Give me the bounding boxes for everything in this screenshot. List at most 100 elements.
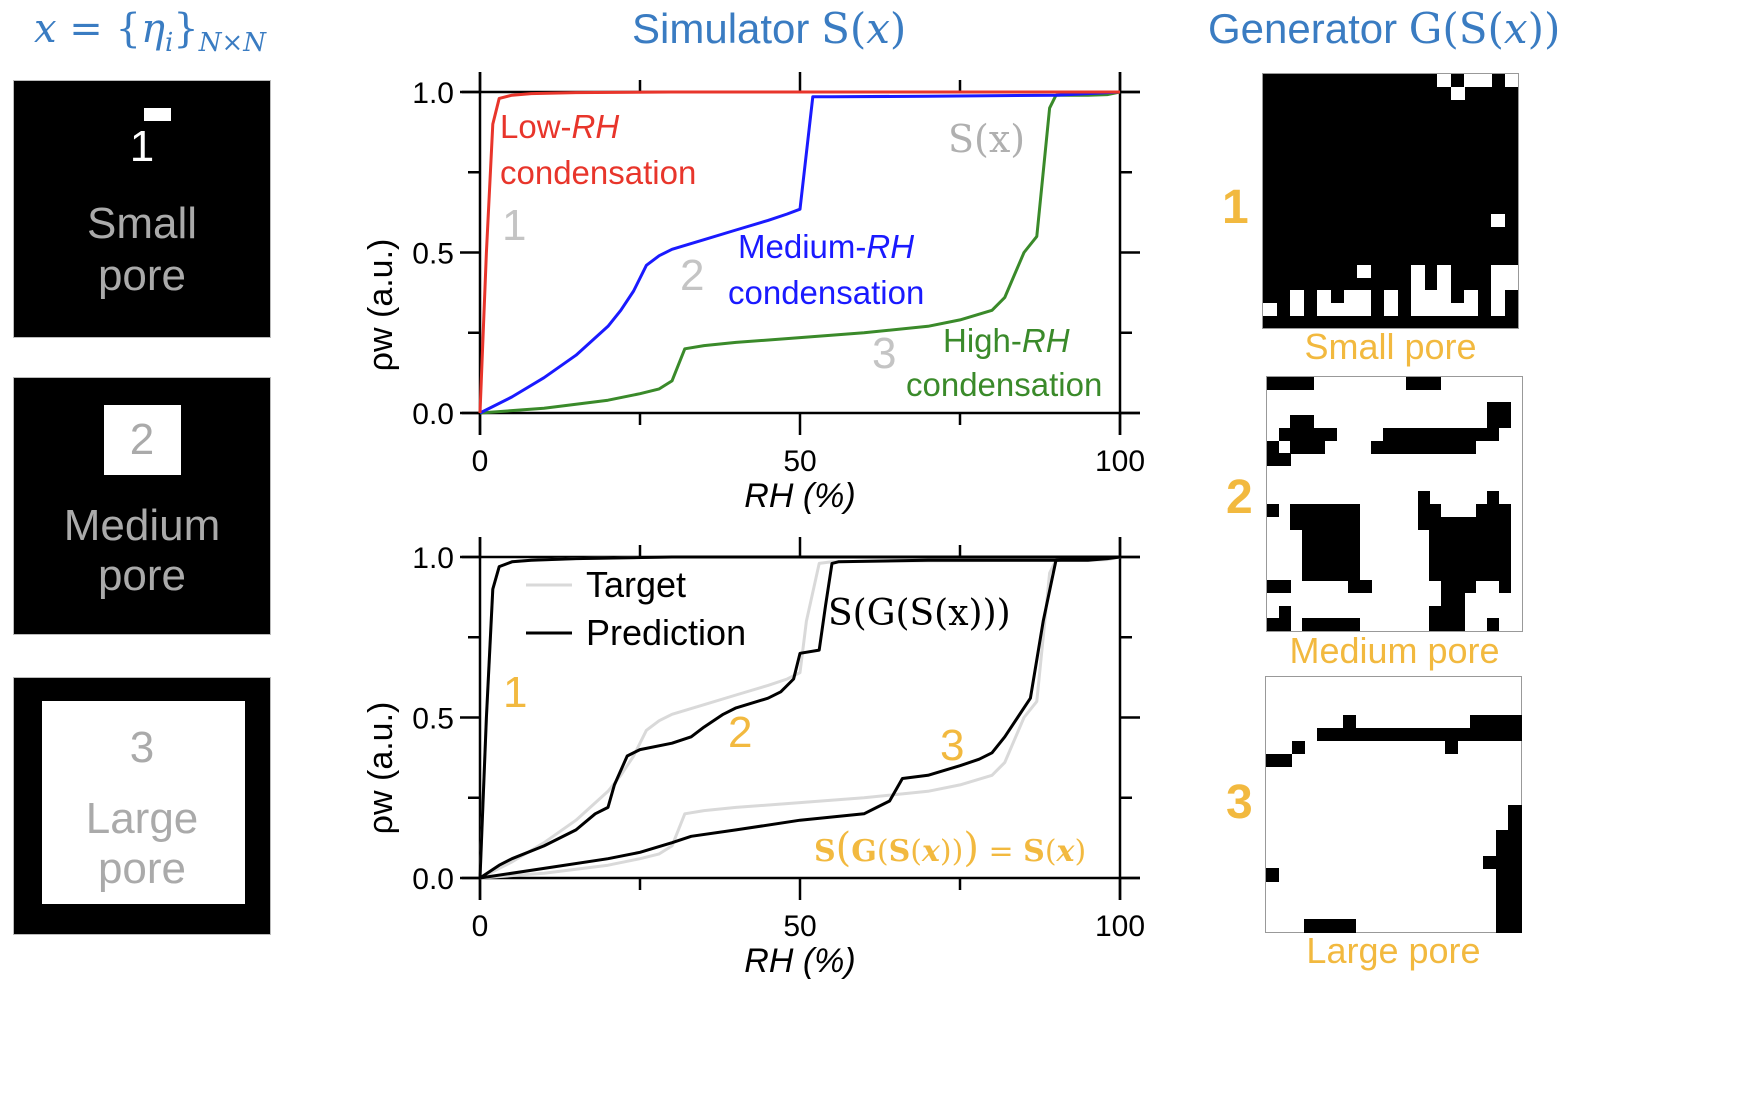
rec-pore-num-3: 3	[940, 721, 964, 770]
pore-cell	[1452, 567, 1465, 581]
pore-cell	[1383, 289, 1398, 304]
high-rh-label-1: High-RH	[943, 322, 1070, 359]
pore-cell	[1450, 86, 1465, 100]
pore-cell	[1429, 529, 1442, 543]
pore-cell	[1330, 302, 1344, 316]
pore-cell	[1290, 516, 1303, 530]
gen-caption-1: Small pore	[1304, 326, 1477, 367]
x-tick-label: 50	[783, 910, 816, 943]
input-eta: η	[140, 6, 165, 52]
pore-cell	[1495, 919, 1509, 933]
pore-cell	[1342, 715, 1356, 729]
rec-pore-num-2: 2	[728, 708, 752, 757]
pore-cell	[1440, 592, 1453, 607]
pore-cell	[1290, 415, 1303, 429]
pore-cell	[1437, 302, 1452, 316]
pore-cell	[1495, 855, 1509, 869]
pore-cell	[1498, 402, 1511, 416]
series-prediction-1	[478, 555, 1120, 879]
pore-cell	[1301, 618, 1314, 632]
pore-cell	[1495, 868, 1509, 882]
pore-cell	[1431, 728, 1445, 742]
pore-cell	[1304, 919, 1318, 933]
pore-cell	[1498, 542, 1511, 556]
pore-cell	[1437, 277, 1452, 291]
pore-cell	[1313, 516, 1326, 530]
pore-cell	[1452, 605, 1465, 619]
pore-cell	[1475, 516, 1488, 530]
large-pore-label-1: Large	[85, 794, 199, 843]
pore-cell	[1508, 919, 1522, 933]
pore-cell	[1475, 567, 1488, 581]
pore-cell	[1429, 542, 1442, 556]
y-tick-label: 0.5	[412, 238, 454, 271]
medium-pore-opening	[104, 405, 181, 475]
pore-cell	[1313, 529, 1326, 543]
pore-cell	[1410, 264, 1425, 278]
pore-cell	[1410, 302, 1425, 316]
pore-cell	[1359, 580, 1372, 594]
pore-cell	[1440, 542, 1453, 556]
y-axis-label: ρw (a.u.)	[362, 239, 400, 372]
pore-cell	[1437, 74, 1452, 88]
y-tick-label: 0.0	[412, 398, 454, 431]
pore-cell	[1450, 302, 1465, 316]
pore-cell	[1313, 542, 1326, 556]
pore-cell	[1440, 554, 1453, 568]
pore-cell	[1417, 427, 1430, 441]
input-sub-nn: N×N	[198, 28, 267, 58]
pore-cell	[1336, 618, 1349, 632]
pore-cell	[1406, 377, 1419, 391]
pore-cell	[1440, 567, 1453, 581]
pore-cell	[1301, 377, 1314, 391]
large-pore-opening	[42, 701, 245, 904]
pore-cell	[1482, 715, 1496, 729]
pore-cell	[1508, 804, 1522, 818]
pore-cell	[1342, 728, 1356, 742]
pore-cell	[1491, 277, 1506, 291]
gen-num-2: 2	[1226, 471, 1253, 524]
series-target-3	[479, 555, 1121, 880]
pore-cell	[1336, 504, 1349, 518]
generator-word: Generator	[1208, 5, 1409, 52]
pore-cell	[1342, 919, 1356, 933]
pore-cell	[1440, 529, 1453, 543]
pore-cell	[1429, 504, 1442, 518]
pore-cell	[1417, 377, 1430, 391]
generated-pore-small	[1262, 73, 1519, 329]
pore-cell	[1336, 529, 1349, 543]
pore-cell	[1313, 618, 1326, 632]
y-tick-label: 0.5	[412, 703, 454, 736]
pore-cell	[1440, 605, 1453, 619]
pore-cell	[1487, 542, 1500, 556]
pore-cell	[1278, 427, 1291, 441]
gen-caption-2: Medium pore	[1289, 630, 1500, 671]
pore-cell	[1452, 529, 1465, 543]
generator-fn: G(S(	[1408, 4, 1504, 53]
input-close: }	[173, 6, 199, 52]
pore-cell	[1495, 842, 1509, 856]
pore-cell	[1290, 427, 1303, 441]
small-pore-label-1: Small	[86, 199, 198, 248]
pore-cell	[1487, 427, 1500, 441]
pore-cell	[1382, 440, 1395, 454]
x-axis-label: RH (%)	[744, 942, 855, 980]
pore-cell	[1475, 542, 1488, 556]
pore-cell	[1470, 728, 1484, 742]
pore-cell	[1424, 289, 1438, 304]
pore-cell	[1444, 728, 1458, 742]
pore-cell	[1417, 504, 1430, 518]
pore-cell	[1508, 830, 1522, 844]
pore-cell	[1316, 302, 1331, 316]
pore-cell	[1429, 440, 1442, 454]
pore-cell	[1504, 277, 1519, 291]
input-pore-small: 1 Small pore	[13, 80, 271, 338]
input-var: x	[34, 6, 57, 52]
pore-cell	[1317, 728, 1331, 742]
pore-cell	[1410, 277, 1425, 291]
pore-cell	[1429, 605, 1442, 619]
pore-cell	[1267, 377, 1280, 391]
pore-cell	[1301, 516, 1314, 530]
pore-cell	[1452, 440, 1465, 454]
pore-cell	[1495, 830, 1509, 844]
